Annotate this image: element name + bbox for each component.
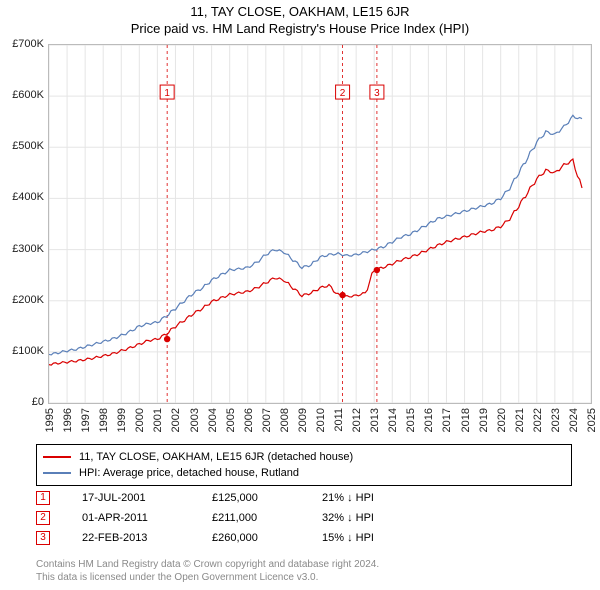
x-tick-label: 2014 bbox=[387, 408, 399, 432]
transaction-delta: 32% ↓ HPI bbox=[322, 512, 422, 524]
x-tick-label: 2008 bbox=[279, 408, 291, 432]
x-tick-label: 2005 bbox=[225, 408, 237, 432]
x-tick-label: 2001 bbox=[152, 408, 164, 432]
legend-swatch bbox=[43, 456, 71, 458]
x-tick-label: 2013 bbox=[369, 408, 381, 432]
transaction-price: £125,000 bbox=[212, 492, 322, 504]
transaction-delta: 15% ↓ HPI bbox=[322, 532, 422, 544]
transaction-delta: 21% ↓ HPI bbox=[322, 492, 422, 504]
y-tick-label: £300K bbox=[2, 243, 44, 255]
plot-area: 1 2 3 bbox=[48, 44, 592, 404]
x-tick-label: 1995 bbox=[44, 408, 56, 432]
transaction-marker: 3 bbox=[36, 531, 50, 545]
legend-label: 11, TAY CLOSE, OAKHAM, LE15 6JR (detache… bbox=[79, 451, 353, 463]
x-tick-label: 2000 bbox=[134, 408, 146, 432]
x-tick-label: 2010 bbox=[315, 408, 327, 432]
x-tick-label: 2016 bbox=[423, 408, 435, 432]
x-tick-label: 1999 bbox=[116, 408, 128, 432]
x-tick-label: 1997 bbox=[80, 408, 92, 432]
x-tick-label: 2011 bbox=[333, 408, 345, 432]
legend-swatch bbox=[43, 472, 71, 474]
transactions-table: 1 17-JUL-2001£125,00021% ↓ HPI 2 01-APR-201… bbox=[36, 488, 572, 548]
x-tick-label: 2017 bbox=[441, 408, 453, 432]
x-tick-label: 2023 bbox=[550, 408, 562, 432]
svg-text:3: 3 bbox=[374, 88, 380, 99]
chart-title: 11, TAY CLOSE, OAKHAM, LE15 6JR bbox=[0, 0, 600, 19]
legend-item: HPI: Average price, detached house, Rutl… bbox=[43, 465, 565, 481]
transaction-marker: 2 bbox=[36, 511, 50, 525]
x-tick-label: 2020 bbox=[496, 408, 508, 432]
x-tick-label: 2012 bbox=[351, 408, 363, 432]
x-tick-label: 2004 bbox=[207, 408, 219, 432]
chart-svg: 1 2 3 bbox=[49, 45, 591, 403]
footer-line-2: This data is licensed under the Open Gov… bbox=[36, 571, 379, 584]
y-tick-label: £0 bbox=[2, 396, 44, 408]
transaction-row: 3 22-FEB-2013£260,00015% ↓ HPI bbox=[36, 528, 572, 548]
chart-subtitle: Price paid vs. HM Land Registry's House … bbox=[0, 19, 600, 40]
transaction-date: 22-FEB-2013 bbox=[82, 532, 212, 544]
legend-label: HPI: Average price, detached house, Rutl… bbox=[79, 467, 299, 479]
legend: 11, TAY CLOSE, OAKHAM, LE15 6JR (detache… bbox=[36, 444, 572, 486]
y-tick-label: £600K bbox=[2, 89, 44, 101]
transaction-date: 01-APR-2011 bbox=[82, 512, 212, 524]
footer-line-1: Contains HM Land Registry data © Crown c… bbox=[36, 558, 379, 571]
x-tick-label: 2019 bbox=[478, 408, 490, 432]
transaction-date: 17-JUL-2001 bbox=[82, 492, 212, 504]
transaction-marker: 1 bbox=[36, 491, 50, 505]
transaction-price: £211,000 bbox=[212, 512, 322, 524]
x-tick-label: 2022 bbox=[532, 408, 544, 432]
x-tick-label: 2003 bbox=[189, 408, 201, 432]
x-tick-label: 2009 bbox=[297, 408, 309, 432]
transaction-row: 1 17-JUL-2001£125,00021% ↓ HPI bbox=[36, 488, 572, 508]
transaction-price: £260,000 bbox=[212, 532, 322, 544]
legend-item: 11, TAY CLOSE, OAKHAM, LE15 6JR (detache… bbox=[43, 449, 565, 465]
transaction-row: 2 01-APR-2011£211,00032% ↓ HPI bbox=[36, 508, 572, 528]
x-tick-label: 2015 bbox=[405, 408, 417, 432]
y-tick-label: £700K bbox=[2, 38, 44, 50]
x-tick-label: 1998 bbox=[98, 408, 110, 432]
x-tick-label: 2018 bbox=[460, 408, 472, 432]
x-tick-label: 2021 bbox=[514, 408, 526, 432]
x-tick-label: 1996 bbox=[62, 408, 74, 432]
y-tick-label: £500K bbox=[2, 140, 44, 152]
svg-text:1: 1 bbox=[164, 88, 170, 99]
y-tick-label: £200K bbox=[2, 294, 44, 306]
x-tick-label: 2006 bbox=[243, 408, 255, 432]
footer-attribution: Contains HM Land Registry data © Crown c… bbox=[36, 558, 379, 584]
x-tick-label: 2025 bbox=[586, 408, 598, 432]
x-tick-label: 2007 bbox=[261, 408, 273, 432]
y-tick-label: £400K bbox=[2, 191, 44, 203]
svg-text:2: 2 bbox=[340, 88, 346, 99]
x-tick-label: 2002 bbox=[170, 408, 182, 432]
y-tick-label: £100K bbox=[2, 345, 44, 357]
x-tick-label: 2024 bbox=[568, 408, 580, 432]
